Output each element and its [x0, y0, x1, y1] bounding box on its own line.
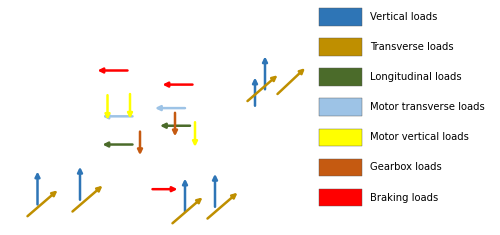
Text: Motor vertical loads: Motor vertical loads	[370, 132, 470, 142]
Text: Braking loads: Braking loads	[370, 192, 439, 203]
Text: Longitudinal loads: Longitudinal loads	[370, 72, 462, 82]
Bar	[319, 8, 362, 26]
Text: Gearbox loads: Gearbox loads	[370, 162, 442, 172]
Bar	[319, 129, 362, 146]
Bar	[319, 68, 362, 86]
Bar	[319, 189, 362, 206]
Text: Transverse loads: Transverse loads	[370, 42, 454, 52]
Bar	[319, 159, 362, 176]
Text: Motor transverse loads: Motor transverse loads	[370, 102, 485, 112]
Bar	[319, 98, 362, 116]
Bar	[319, 38, 362, 56]
Text: Vertical loads: Vertical loads	[370, 12, 438, 22]
